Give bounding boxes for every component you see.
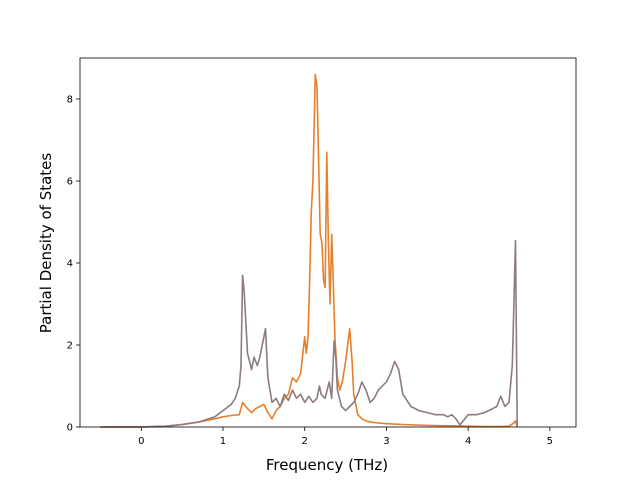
y-tick-label: 6 <box>67 177 73 188</box>
y-tick-label: 4 <box>67 259 73 270</box>
x-tick-label: 0 <box>138 436 144 447</box>
x-tick-label: 1 <box>220 436 226 447</box>
x-tick-label: 4 <box>465 436 471 447</box>
y-tick-label: 0 <box>67 423 73 434</box>
y-tick-label: 8 <box>67 95 73 106</box>
plot-frame <box>79 57 577 428</box>
series-line-2 <box>100 239 518 428</box>
y-axis-ticks: 0 2 4 6 8 <box>67 95 80 434</box>
x-tick-label: 2 <box>302 436 308 447</box>
y-tick-label: 2 <box>67 341 73 352</box>
x-axis-title: Frequency (THz) <box>266 456 388 474</box>
series-line-1 <box>100 73 518 428</box>
x-tick-label: 3 <box>383 436 389 447</box>
x-tick-label: 5 <box>547 436 553 447</box>
y-axis-title: Partial Density of States <box>37 153 55 334</box>
x-axis-ticks: 0 1 2 3 4 5 <box>138 427 553 447</box>
series-lines <box>100 73 518 428</box>
